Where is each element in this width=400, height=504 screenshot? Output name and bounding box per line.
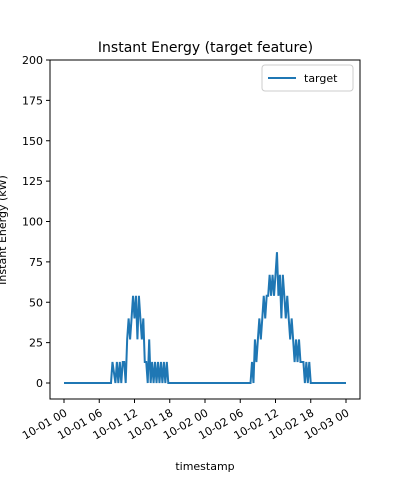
legend: target [261,64,354,92]
chart-title: Instant Energy (target feature) [98,40,313,56]
plot-area [64,252,346,384]
y-tick-label: 25 [29,337,43,350]
y-tick-label: 125 [22,175,43,188]
y-tick-label: 175 [22,94,43,107]
y-tick-label: 150 [22,135,43,148]
series-line-target [64,252,346,384]
y-axis-label: Instant Energy (kW) [0,175,9,285]
y-tick-label: 50 [29,296,43,309]
legend-box [261,64,354,92]
legend-entry-label: target [304,72,338,85]
y-tick-label: 100 [22,216,43,229]
y-tick-label: 200 [22,54,43,67]
y-tick-label: 0 [36,377,43,390]
y-tick-label: 75 [29,256,43,269]
x-axis-label: timestamp [175,460,234,473]
